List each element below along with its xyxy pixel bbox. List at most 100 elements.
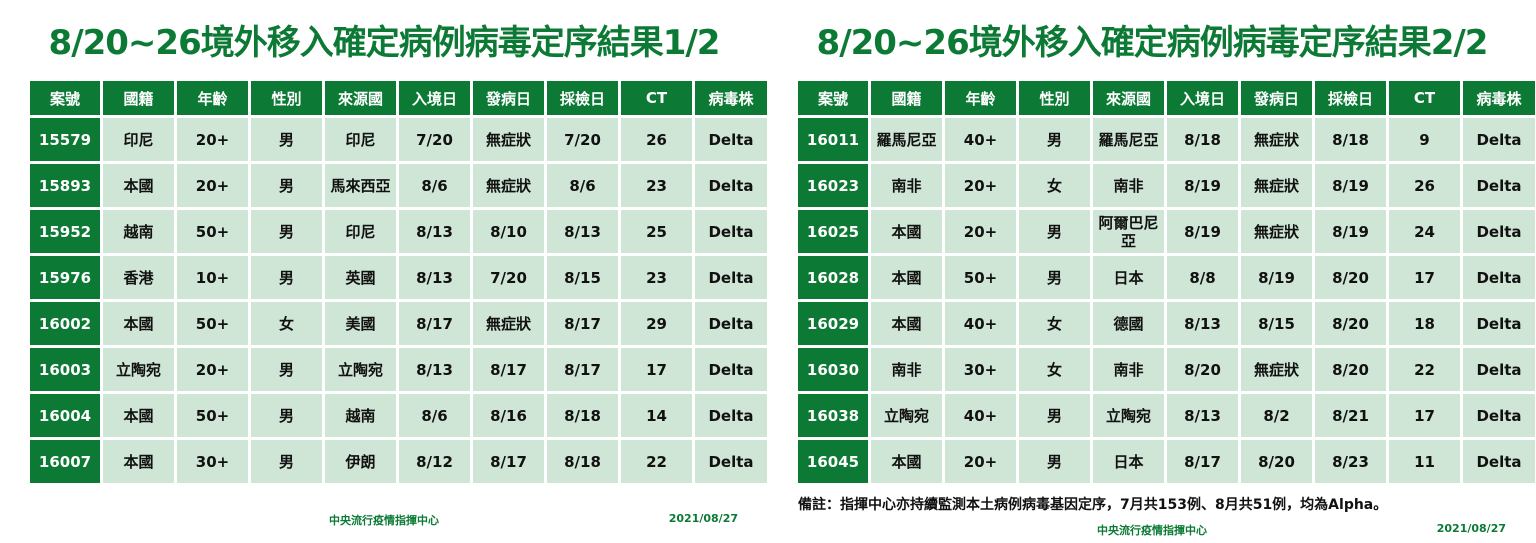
- cell-source-country: 伊朗: [325, 440, 396, 483]
- cell-ct-value: 23: [621, 164, 692, 207]
- cell-onset-date: 8/17: [473, 440, 544, 483]
- cell-age: 50+: [945, 256, 1016, 299]
- cell-test-date: 8/18: [1315, 118, 1386, 161]
- column-header-case-id: 案號: [798, 81, 868, 115]
- cell-entry-date: 8/17: [1167, 440, 1238, 483]
- cell-age: 40+: [945, 302, 1016, 345]
- footer-organization: 中央流行疫情指揮中心: [329, 514, 439, 527]
- cell-entry-date: 8/17: [399, 302, 470, 345]
- cell-case-id: 16045: [798, 440, 868, 483]
- cell-entry-date: 8/13: [399, 256, 470, 299]
- column-header-test-date: 採檢日: [1315, 81, 1386, 115]
- cell-nationality: 立陶宛: [103, 348, 174, 391]
- table-row: 16003 立陶宛 20+ 男立陶宛 8/13 8/17 8/17 17 Delta: [30, 348, 767, 391]
- cell-entry-date: 8/13: [1167, 394, 1238, 437]
- cell-ct-value: 26: [621, 118, 692, 161]
- cell-test-date: 8/13: [547, 210, 618, 253]
- cell-entry-date: 8/20: [1167, 348, 1238, 391]
- footer-date: 2021/08/27: [1436, 522, 1506, 535]
- cell-age: 20+: [177, 164, 248, 207]
- cell-strain: Delta: [1463, 394, 1535, 437]
- cell-entry-date: 8/19: [1167, 164, 1238, 207]
- cell-onset-date: 無症狀: [1241, 118, 1312, 161]
- cell-strain: Delta: [695, 210, 767, 253]
- table-row: 15893 本國 20+ 男馬來西亞 8/6 無症狀 8/6 23 Delta: [30, 164, 767, 207]
- cell-nationality: 本國: [103, 302, 174, 345]
- column-header-onset-date: 發病日: [473, 81, 544, 115]
- cell-strain: Delta: [1463, 210, 1535, 253]
- column-header-nationality: 國籍: [871, 81, 942, 115]
- table-row: 16030 南非 30+ 女南非 8/20 無症狀 8/20 22 Delta: [798, 348, 1535, 391]
- cell-test-date: 8/20: [1315, 256, 1386, 299]
- cell-entry-date: 8/13: [399, 210, 470, 253]
- table-body: 15579 印尼 20+ 男印尼 7/20 無症狀 7/20 26 Delta 15893 本國 20…: [30, 118, 767, 483]
- cell-age: 20+: [177, 348, 248, 391]
- column-header-ct-value: CT: [1389, 81, 1460, 115]
- cell-case-id: 16030: [798, 348, 868, 391]
- remarks-note: 備註：指揮中心亦持續監測本土病例病毒基因定序，7月共153例、8月共51例，均為…: [798, 497, 1388, 513]
- cell-onset-date: 8/19: [1241, 256, 1312, 299]
- table-row: 16004 本國 50+ 男越南 8/6 8/16 8/18 14 Delta: [30, 394, 767, 437]
- table-body: 16011 羅馬尼亞 40+ 男羅馬尼亞 8/18 無症狀 8/18 9 Delta 16023 南…: [798, 118, 1535, 483]
- cell-case-id: 16028: [798, 256, 868, 299]
- cell-age: 20+: [945, 210, 1016, 253]
- cell-source-country: 馬來西亞: [325, 164, 396, 207]
- cell-sex: 男: [1019, 440, 1090, 483]
- cell-sex: 女: [251, 302, 322, 345]
- cell-nationality: 羅馬尼亞: [871, 118, 942, 161]
- cell-source-country: 德國: [1093, 302, 1164, 345]
- cell-nationality: 本國: [871, 256, 942, 299]
- cell-case-id: 16003: [30, 348, 100, 391]
- cell-onset-date: 無症狀: [1241, 210, 1312, 253]
- column-header-source-country: 來源國: [325, 81, 396, 115]
- cell-onset-date: 8/10: [473, 210, 544, 253]
- cell-onset-date: 無症狀: [473, 118, 544, 161]
- cell-entry-date: 8/6: [399, 164, 470, 207]
- cell-test-date: 8/20: [1315, 348, 1386, 391]
- cell-ct-value: 22: [621, 440, 692, 483]
- cell-test-date: 7/20: [547, 118, 618, 161]
- cell-sex: 女: [1019, 348, 1090, 391]
- column-header-entry-date: 入境日: [399, 81, 470, 115]
- cell-ct-value: 11: [1389, 440, 1460, 483]
- cell-source-country: 印尼: [325, 118, 396, 161]
- cell-entry-date: 8/18: [1167, 118, 1238, 161]
- cell-strain: Delta: [695, 394, 767, 437]
- cell-case-id: 15893: [30, 164, 100, 207]
- cell-source-country: 南非: [1093, 348, 1164, 391]
- column-header-ct-value: CT: [621, 81, 692, 115]
- cell-strain: Delta: [695, 118, 767, 161]
- cell-strain: Delta: [1463, 118, 1535, 161]
- cell-test-date: 8/23: [1315, 440, 1386, 483]
- page-title: 8/20~26境外移入確定病例病毒定序結果2/2: [816, 23, 1489, 63]
- cell-sex: 男: [1019, 210, 1090, 253]
- cell-nationality: 南非: [871, 164, 942, 207]
- table-row: 16045 本國 20+ 男日本 8/17 8/20 8/23 11 Delta: [798, 440, 1535, 483]
- cell-entry-date: 8/13: [399, 348, 470, 391]
- cell-ct-value: 23: [621, 256, 692, 299]
- cell-case-id: 16007: [30, 440, 100, 483]
- cell-source-country: 立陶宛: [1093, 394, 1164, 437]
- cell-strain: Delta: [1463, 348, 1535, 391]
- cell-age: 50+: [177, 210, 248, 253]
- cell-nationality: 本國: [871, 210, 942, 253]
- cell-test-date: 8/15: [547, 256, 618, 299]
- cell-case-id: 16023: [798, 164, 868, 207]
- cell-sex: 男: [251, 440, 322, 483]
- cell-case-id: 15579: [30, 118, 100, 161]
- cell-source-country: 立陶宛: [325, 348, 396, 391]
- cell-case-id: 16011: [798, 118, 868, 161]
- cell-entry-date: 7/20: [399, 118, 470, 161]
- column-header-case-id: 案號: [30, 81, 100, 115]
- column-header-nationality: 國籍: [103, 81, 174, 115]
- cell-sex: 男: [251, 348, 322, 391]
- table-row: 16011 羅馬尼亞 40+ 男羅馬尼亞 8/18 無症狀 8/18 9 Delta: [798, 118, 1535, 161]
- cell-entry-date: 8/6: [399, 394, 470, 437]
- cell-test-date: 8/18: [547, 394, 618, 437]
- cell-source-country: 美國: [325, 302, 396, 345]
- cell-ct-value: 25: [621, 210, 692, 253]
- cell-age: 20+: [945, 440, 1016, 483]
- cell-ct-value: 17: [1389, 394, 1460, 437]
- cell-test-date: 8/21: [1315, 394, 1386, 437]
- case-table: 案號 國籍 年齡 性別 來源國 入境日 發病日 採檢日 CT 病毒株 15579 印尼 20+ 男印尼 7…: [27, 78, 770, 486]
